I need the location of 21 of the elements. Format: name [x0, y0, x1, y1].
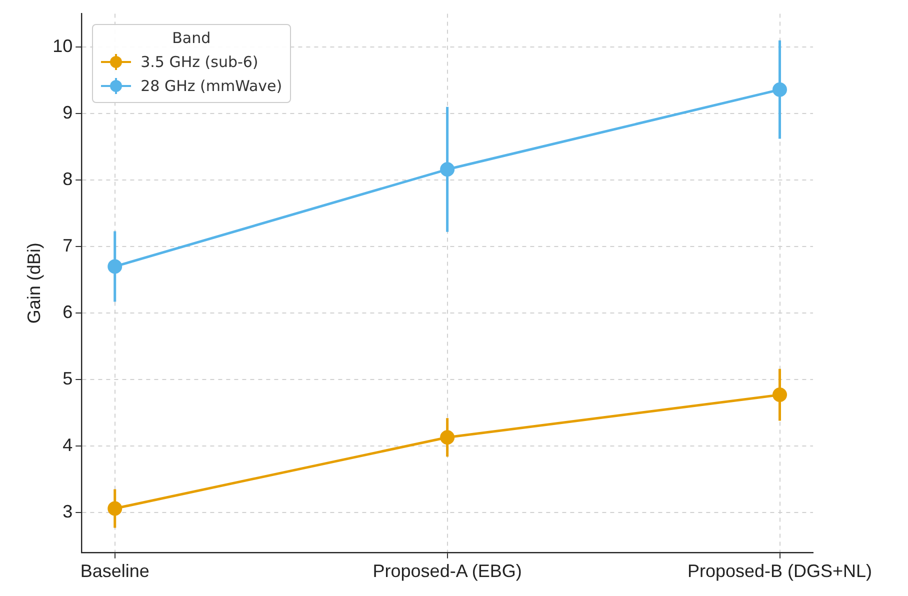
point: [108, 501, 122, 516]
point: [772, 388, 788, 402]
y-tick-label: 6: [62, 302, 73, 322]
y-tick-label: 5: [62, 368, 73, 388]
point: [772, 82, 788, 97]
y-tick-label: 3: [62, 501, 73, 522]
y-tick-label: 9: [62, 102, 73, 123]
legend-label: 3.5 GHz (sub-6): [140, 52, 258, 71]
legend-title: Band: [171, 28, 212, 47]
y-axis-title: Gain (dBi): [24, 242, 44, 324]
x-tick-label: Baseline: [80, 561, 150, 582]
point: [440, 162, 455, 177]
y-tick-label: 8: [62, 169, 73, 190]
x-tick-label: Proposed-A (EBG): [372, 561, 522, 582]
y-tick-label: 4: [62, 434, 73, 455]
point: [440, 430, 455, 445]
y-tick-label: 10: [52, 36, 73, 56]
point: [108, 259, 122, 274]
legend-label: 28 GHz (mmWave): [140, 76, 282, 95]
x-tick-label: Proposed-B (DGS+NL): [687, 561, 872, 582]
y-tick-label: 7: [62, 235, 73, 256]
